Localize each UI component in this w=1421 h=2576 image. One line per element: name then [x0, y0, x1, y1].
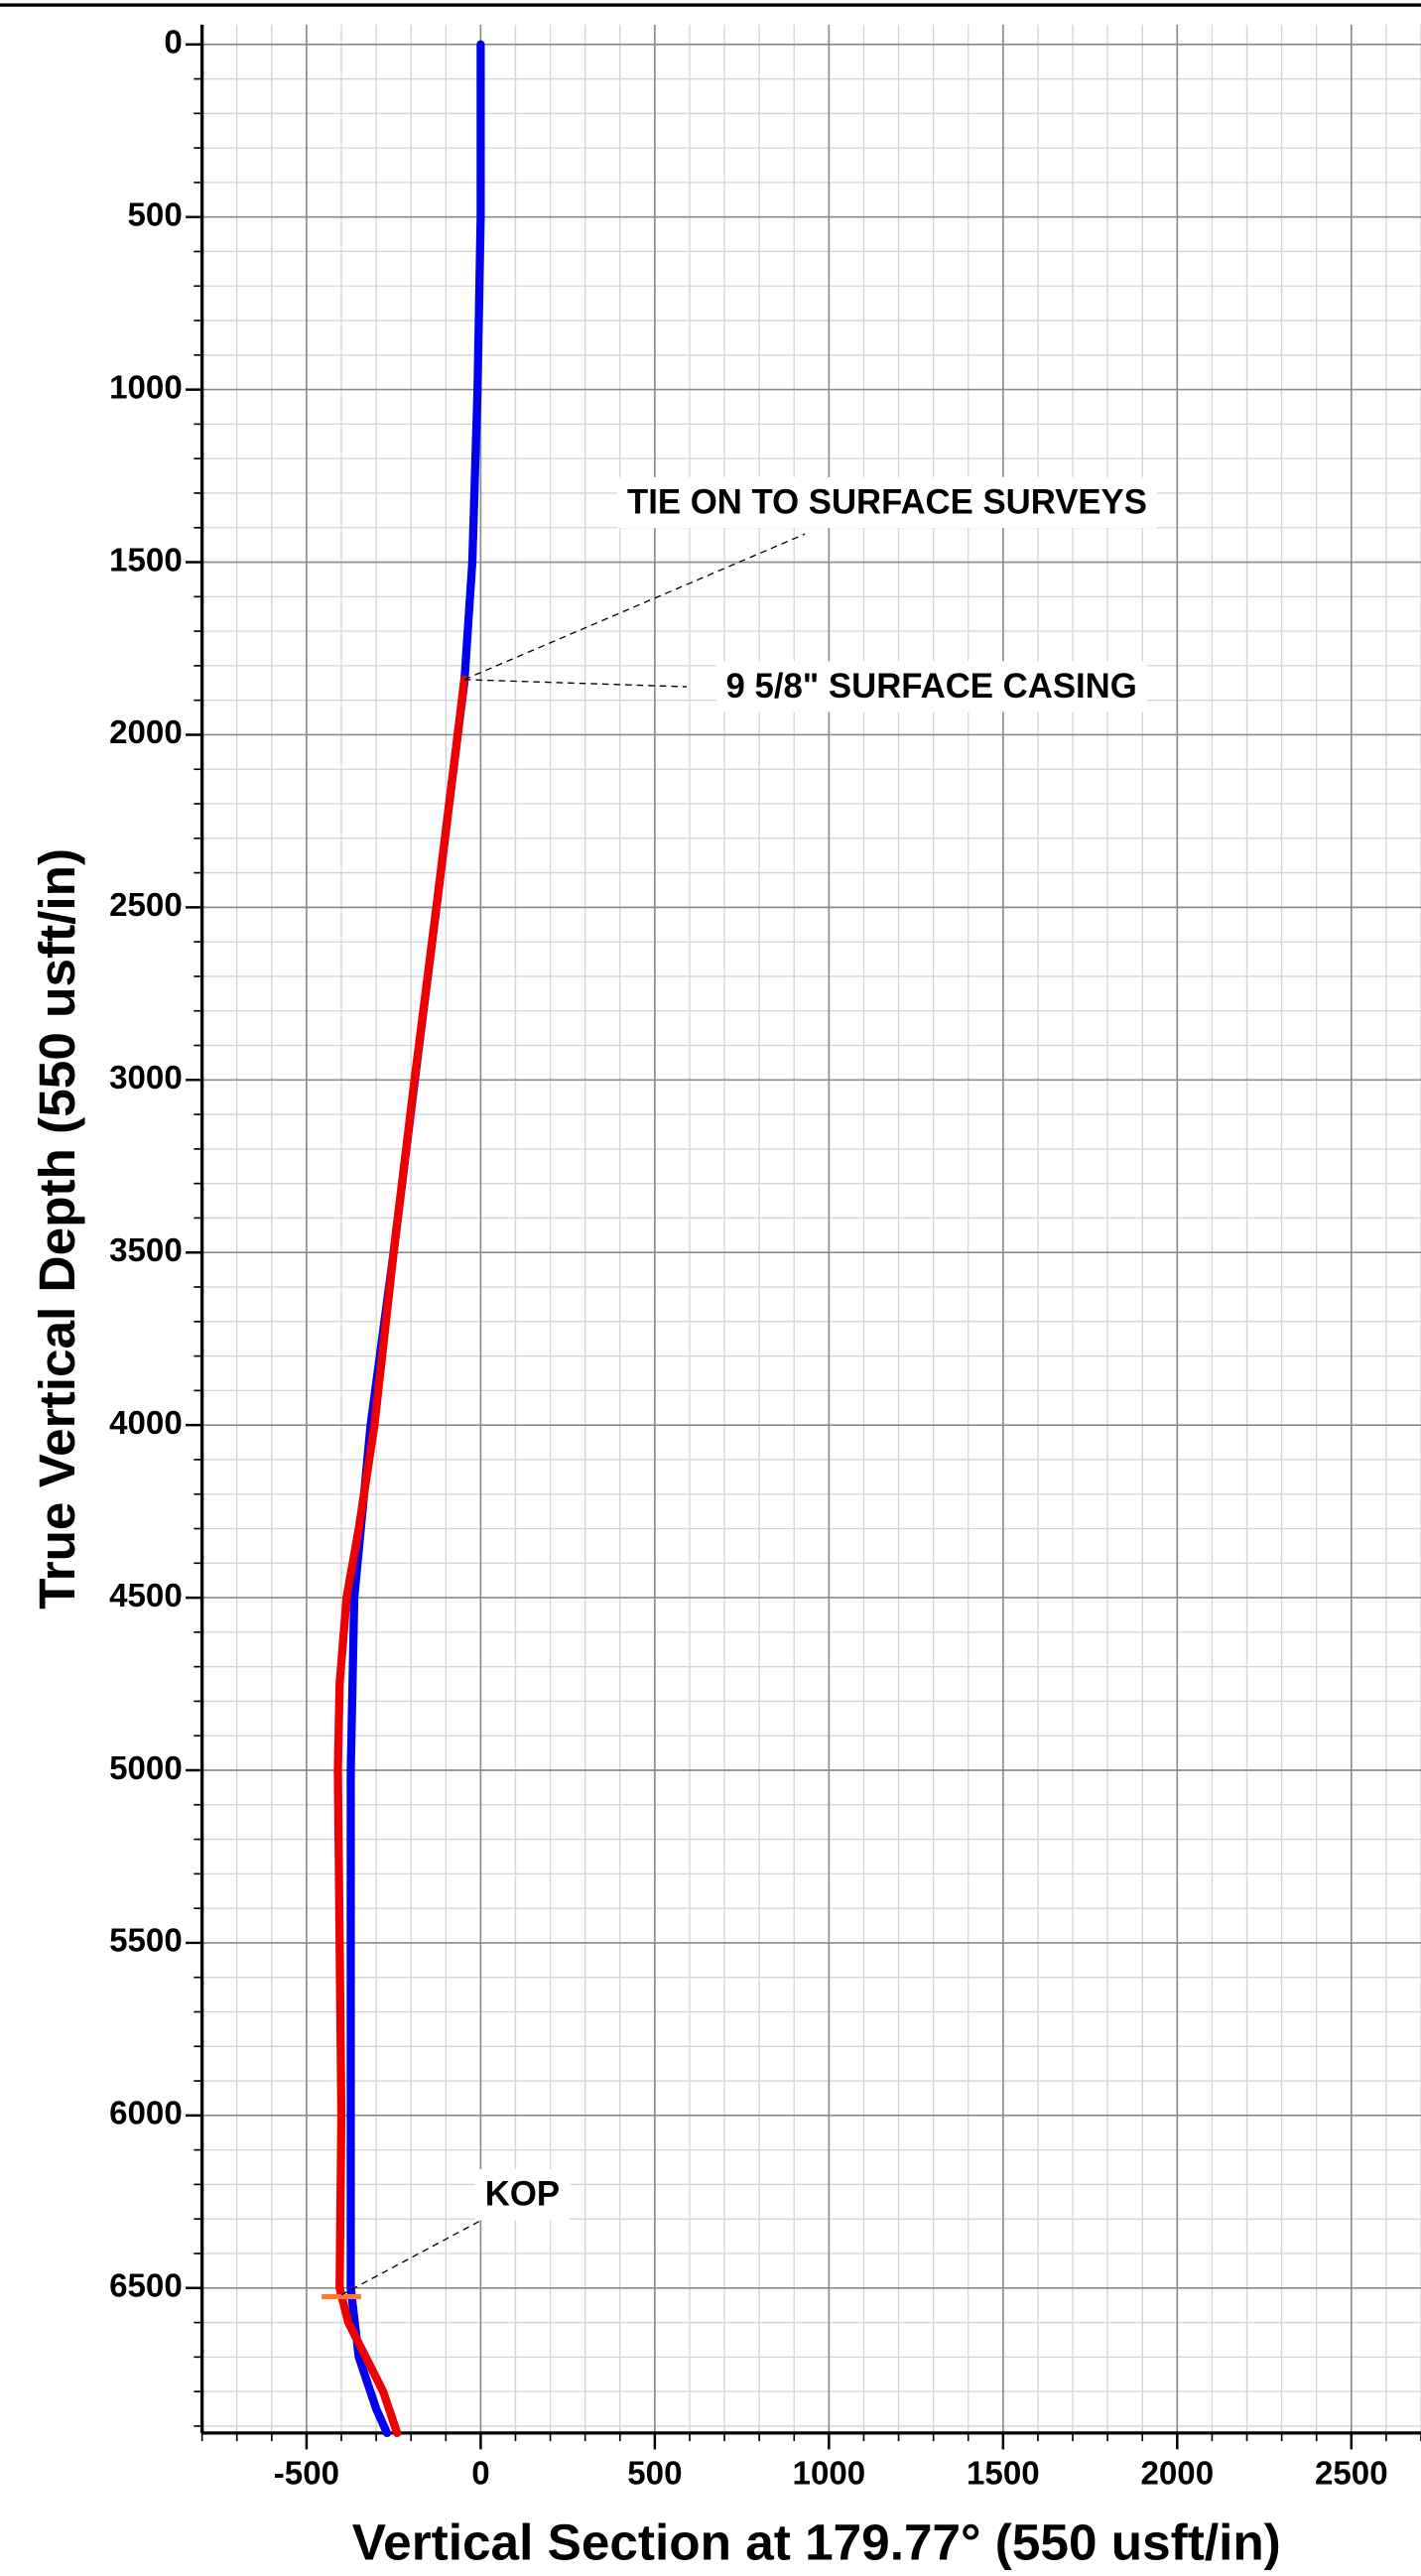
y-tick-label: 6500 [109, 2268, 183, 2305]
y-tick-label: 4500 [109, 1578, 183, 1614]
x-tick-label: 1000 [793, 2456, 866, 2493]
annotation-bg [617, 476, 1157, 529]
annotation: 9 5/8" SURFACE CASING [726, 668, 1137, 706]
leader-line [340, 2220, 480, 2296]
y-tick-label: 1500 [109, 542, 183, 579]
y-tick-label: 3000 [109, 1060, 183, 1096]
x-tick-label: 1500 [967, 2456, 1040, 2493]
y-tick-label: 1000 [109, 369, 183, 406]
series-line [346, 40, 485, 2438]
y-tick-label: 0 [164, 25, 182, 62]
leader-line [463, 679, 688, 688]
x-tick-label: 500 [627, 2456, 682, 2493]
y-tick-label: 4000 [109, 1405, 183, 1442]
y-tick-label: 2000 [109, 714, 183, 751]
x-tick-label: -500 [274, 2456, 339, 2493]
y-tick-label: 2500 [109, 887, 183, 924]
annotation: KOP [485, 2176, 560, 2214]
annotation: TIE ON TO SURFACE SURVEYS [627, 484, 1147, 522]
annotation-bg [474, 2169, 571, 2221]
y-tick-label: 6000 [109, 2096, 183, 2132]
series-line [333, 675, 469, 2438]
leader-line [463, 533, 806, 681]
annotation-bg [715, 661, 1147, 712]
y-axis-title: True Vertical Depth (550 usft/in) [29, 848, 85, 1610]
x-tick-label: 2500 [1315, 2456, 1388, 2493]
y-tick-label: 5000 [109, 1750, 183, 1787]
y-tick-label: 5500 [109, 1923, 183, 1960]
x-tick-label: 2000 [1141, 2456, 1215, 2493]
x-tick-label: 0 [471, 2456, 489, 2493]
y-tick-label: 3500 [109, 1232, 183, 1269]
x-axis-title: Vertical Section at 179.77° (550 usft/in… [352, 2514, 1281, 2571]
y-tick-label: 500 [128, 196, 183, 233]
